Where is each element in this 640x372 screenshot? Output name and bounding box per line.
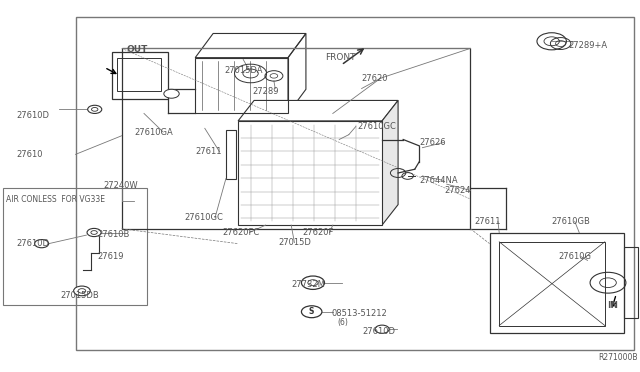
Text: 08513-51212: 08513-51212 (332, 309, 387, 318)
Polygon shape (382, 100, 398, 225)
Circle shape (301, 306, 322, 318)
Text: 27015D: 27015D (278, 238, 311, 247)
Circle shape (164, 89, 179, 98)
Text: 27289: 27289 (253, 87, 279, 96)
Bar (117, 58, 161, 91)
Text: 27289+A: 27289+A (568, 41, 607, 50)
Bar (195, 58, 288, 113)
Text: (6): (6) (337, 318, 348, 327)
Text: 27610D: 27610D (363, 327, 396, 336)
Bar (3, 188, 147, 305)
Text: 27610B: 27610B (97, 230, 130, 239)
Text: FRONT: FRONT (325, 53, 356, 62)
Text: OUT: OUT (126, 45, 147, 54)
Text: 27644NA: 27644NA (419, 176, 458, 185)
Circle shape (88, 105, 102, 113)
Circle shape (87, 228, 101, 237)
Text: S: S (309, 307, 314, 316)
Bar (112, 52, 168, 99)
Text: IN: IN (607, 301, 618, 310)
Bar (122, 48, 470, 229)
Text: 27610G: 27610G (558, 252, 591, 261)
Bar (226, 130, 236, 179)
Bar (490, 232, 624, 333)
Text: R271000B: R271000B (598, 353, 638, 362)
Circle shape (35, 240, 49, 248)
Text: 27620FC: 27620FC (222, 228, 259, 237)
Text: 27611: 27611 (195, 147, 221, 156)
Text: 27620: 27620 (362, 74, 388, 83)
Polygon shape (238, 100, 398, 121)
Text: 27610GC: 27610GC (357, 122, 396, 131)
Text: 27611: 27611 (475, 217, 501, 226)
Bar (76, 17, 634, 350)
Text: AIR CONLESS  FOR VG33E: AIR CONLESS FOR VG33E (6, 195, 106, 203)
Text: 27610GA: 27610GA (134, 128, 173, 137)
Text: 27732M: 27732M (291, 280, 325, 289)
Text: 27610D: 27610D (16, 111, 49, 120)
Text: 27240W: 27240W (104, 182, 138, 190)
Text: 27619: 27619 (97, 252, 124, 261)
Text: 27610: 27610 (16, 150, 42, 159)
Text: 27610GC: 27610GC (184, 213, 223, 222)
Bar (624, 247, 638, 318)
Text: 27620F: 27620F (302, 228, 333, 237)
Text: 27610GB: 27610GB (552, 217, 591, 226)
Text: 27015DB: 27015DB (61, 291, 100, 300)
Circle shape (301, 276, 324, 289)
Circle shape (74, 286, 90, 296)
Text: 27624: 27624 (445, 186, 471, 195)
Text: 27626: 27626 (419, 138, 446, 147)
Bar (238, 121, 382, 225)
Circle shape (375, 325, 389, 333)
Text: 27015DA: 27015DA (224, 66, 262, 75)
Bar (499, 242, 605, 326)
Text: 27610D: 27610D (16, 239, 49, 248)
